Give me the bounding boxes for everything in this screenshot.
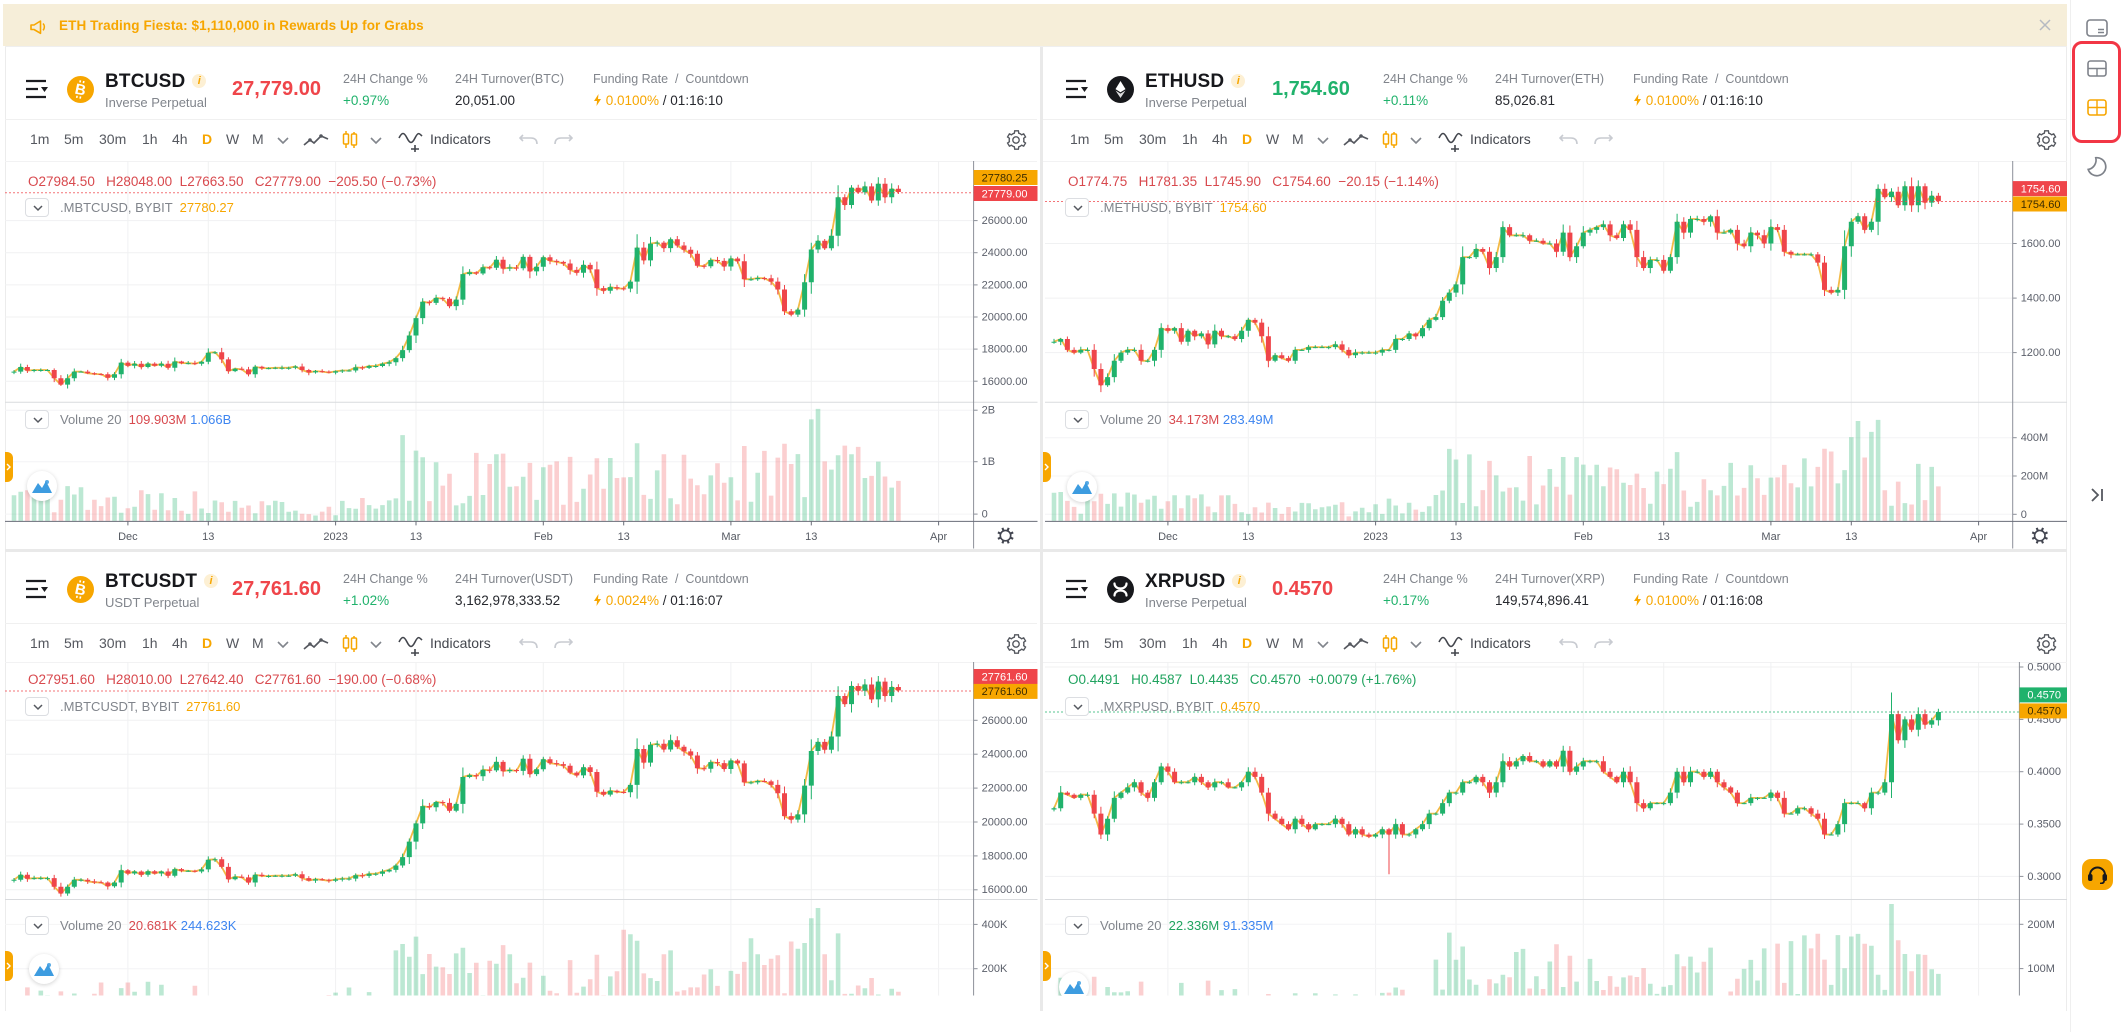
svg-text:200M: 200M [2027, 919, 2055, 931]
svg-text:26000.00: 26000.00 [982, 715, 1028, 727]
svg-text:27761.60: 27761.60 [982, 686, 1028, 698]
svg-text:B: B [73, 80, 87, 99]
svg-text:13: 13 [618, 531, 630, 543]
svg-text:0.3000: 0.3000 [2027, 871, 2061, 883]
svg-text:16000.00: 16000.00 [982, 884, 1028, 896]
svg-text:200M: 200M [2021, 471, 2049, 483]
svg-text:Apr: Apr [1970, 531, 1987, 543]
svg-text:2023: 2023 [323, 531, 347, 543]
svg-text:1600.00: 1600.00 [2021, 238, 2061, 250]
svg-text:0.4570: 0.4570 [2027, 706, 2061, 718]
svg-text:16000.00: 16000.00 [982, 376, 1028, 388]
svg-text:24000.00: 24000.00 [982, 247, 1028, 259]
svg-text:B: B [73, 580, 87, 599]
svg-text:0.4570: 0.4570 [2027, 690, 2061, 702]
svg-text:13: 13 [1450, 531, 1462, 543]
svg-text:Mar: Mar [1761, 531, 1780, 543]
svg-text:Mar: Mar [721, 531, 740, 543]
svg-text:0.5000: 0.5000 [2027, 662, 2061, 674]
svg-text:13: 13 [410, 531, 422, 543]
svg-text:1400.00: 1400.00 [2021, 293, 2061, 305]
svg-text:27779.00: 27779.00 [982, 188, 1028, 200]
svg-text:Feb: Feb [1574, 531, 1593, 543]
svg-text:0.4000: 0.4000 [2027, 766, 2061, 778]
svg-text:Dec: Dec [1158, 531, 1178, 543]
svg-text:200K: 200K [982, 963, 1008, 975]
svg-text:2B: 2B [982, 405, 995, 417]
svg-text:Feb: Feb [534, 531, 553, 543]
svg-text:100M: 100M [2027, 963, 2055, 975]
svg-text:13: 13 [202, 531, 214, 543]
svg-text:400M: 400M [2021, 432, 2049, 444]
svg-text:27780.25: 27780.25 [982, 172, 1028, 184]
svg-text:0.3500: 0.3500 [2027, 819, 2061, 831]
svg-text:20000.00: 20000.00 [982, 312, 1028, 324]
svg-text:24000.00: 24000.00 [982, 749, 1028, 761]
svg-text:26000.00: 26000.00 [982, 215, 1028, 227]
svg-text:0: 0 [982, 509, 988, 521]
svg-text:1754.60: 1754.60 [2021, 199, 2061, 211]
svg-text:18000.00: 18000.00 [982, 850, 1028, 862]
svg-text:400K: 400K [982, 919, 1008, 931]
svg-text:13: 13 [1845, 531, 1857, 543]
svg-text:18000.00: 18000.00 [982, 344, 1028, 356]
svg-text:22000.00: 22000.00 [982, 783, 1028, 795]
svg-text:0: 0 [2021, 509, 2027, 521]
svg-text:22000.00: 22000.00 [982, 279, 1028, 291]
svg-text:13: 13 [805, 531, 817, 543]
svg-text:13: 13 [1658, 531, 1670, 543]
svg-text:27761.60: 27761.60 [982, 671, 1028, 683]
svg-text:Apr: Apr [930, 531, 947, 543]
svg-text:13: 13 [1242, 531, 1254, 543]
svg-text:1754.60: 1754.60 [2021, 183, 2061, 195]
svg-text:20000.00: 20000.00 [982, 817, 1028, 829]
svg-text:1200.00: 1200.00 [2021, 347, 2061, 359]
svg-text:2023: 2023 [1363, 531, 1387, 543]
svg-text:1B: 1B [982, 456, 995, 468]
svg-text:Dec: Dec [118, 531, 138, 543]
